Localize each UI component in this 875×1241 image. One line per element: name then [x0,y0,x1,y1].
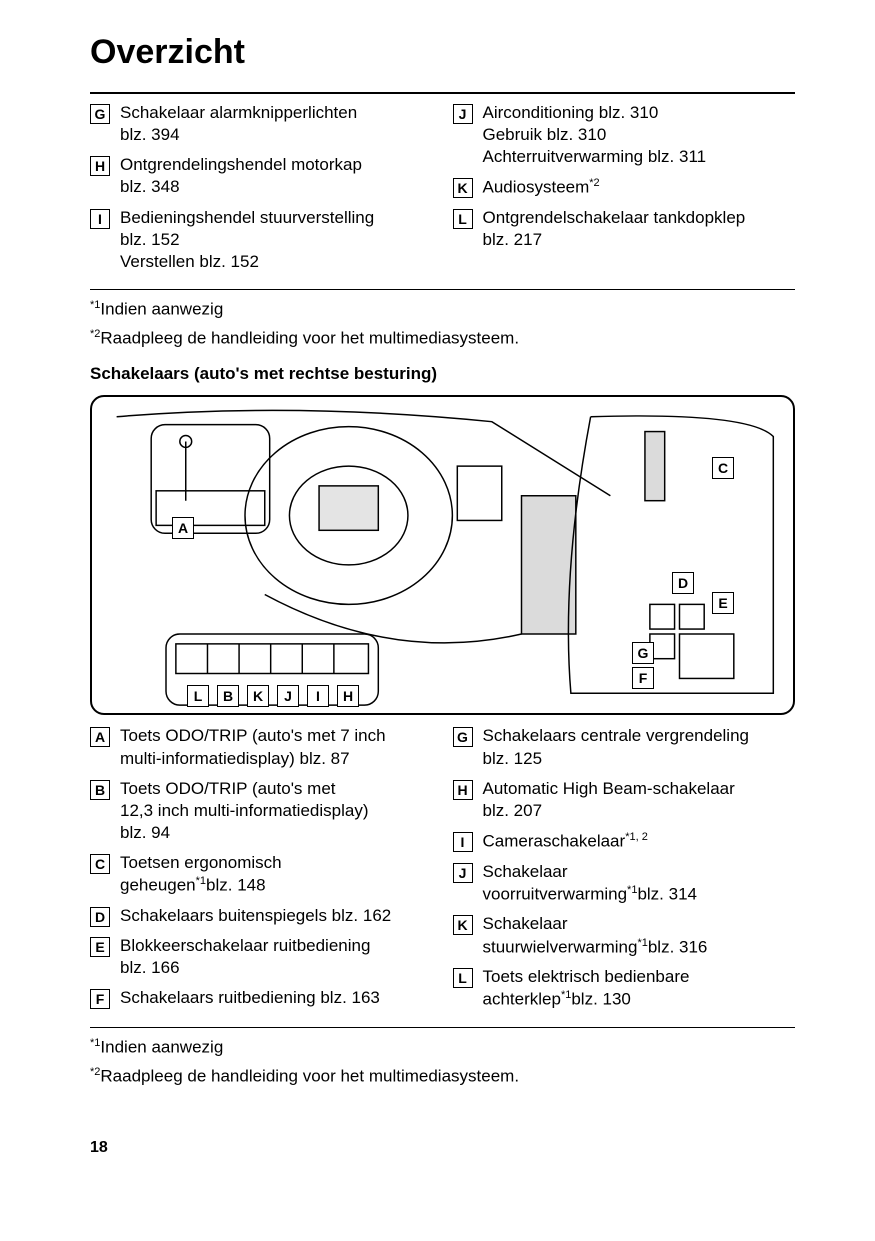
item-text: Toetsen ergonomischgeheugen*1blz. 148 [120,852,433,897]
item-text: Schakelaar alarmknipperlichtenblz. 394 [120,102,433,146]
list-item: G Schakelaar alarmknipperlichtenblz. 394 [90,102,433,146]
diagram-callout: D [672,572,694,594]
list-item: E Blokkeerschakelaar ruitbedieningblz. 16… [90,935,433,979]
item-text: Ontgrendelschakelaar tankdopklepblz. 217 [483,207,796,251]
letter-box: E [90,937,110,957]
list-item: J Schakelaarvoorruitverwarming*1blz. 314 [453,861,796,906]
bottom-left-col: A Toets ODO/TRIP (auto's met 7 inchmulti-… [90,725,433,1019]
letter-box: D [90,907,110,927]
item-text: Airconditioning blz. 310Gebruik blz. 310… [483,102,796,168]
divider [90,1027,795,1028]
list-item: H Automatic High Beam-schakelaarblz. 207 [453,778,796,822]
letter-box: C [90,854,110,874]
bottom-right-col: G Schakelaars centrale vergrendelingblz. … [453,725,796,1019]
divider [90,289,795,290]
bottom-columns: A Toets ODO/TRIP (auto's met 7 inchmulti-… [90,725,795,1019]
list-item: I Cameraschakelaar*1, 2 [453,830,796,853]
letter-box: F [90,989,110,1009]
list-item: D Schakelaars buitenspiegels blz. 162 [90,905,433,927]
top-columns: G Schakelaar alarmknipperlichtenblz. 394 H… [90,102,795,281]
list-item: K Schakelaarstuurwielverwarming*1blz. 316 [453,913,796,958]
list-item: L Toets elektrisch bedienbareachterklep*1… [453,966,796,1011]
diagram-callout: E [712,592,734,614]
top-right-col: J Airconditioning blz. 310Gebruik blz. 31… [453,102,796,281]
diagram-callout: K [247,685,269,707]
diagram-callout: H [337,685,359,707]
diagram-callout: L [187,685,209,707]
item-text: Schakelaars buitenspiegels blz. 162 [120,905,433,927]
page-number: 18 [90,1138,795,1159]
letter-box: H [453,780,473,800]
item-text: Automatic High Beam-schakelaarblz. 207 [483,778,796,822]
top-left-col: G Schakelaar alarmknipperlichtenblz. 394 H… [90,102,433,281]
list-item: B Toets ODO/TRIP (auto's met12,3 inch mul… [90,778,433,844]
diagram-callout: F [632,667,654,689]
item-text: Schakelaarvoorruitverwarming*1blz. 314 [483,861,796,906]
letter-box: H [90,156,110,176]
item-text: Blokkeerschakelaar ruitbedieningblz. 166 [120,935,433,979]
footnotes-block: *1Indien aanwezig *2Raadpleeg de handleid… [90,298,795,350]
diagram-callout: J [277,685,299,707]
list-item: K Audiosysteem*2 [453,176,796,199]
footnote: *1Indien aanwezig [90,1036,795,1059]
diagram-callout: G [632,642,654,664]
diagram-callout: B [217,685,239,707]
letter-box: G [453,727,473,747]
list-item: I Bedieningshendel stuurverstellingblz. 1… [90,207,433,273]
letter-box: A [90,727,110,747]
letter-box: J [453,863,473,883]
list-item: F Schakelaars ruitbediening blz. 163 [90,987,433,1009]
item-text: Toets ODO/TRIP (auto's met12,3 inch mult… [120,778,433,844]
item-text: Toets ODO/TRIP (auto's met 7 inchmulti-i… [120,725,433,769]
letter-box: I [453,832,473,852]
item-text: Schakelaars ruitbediening blz. 163 [120,987,433,1009]
list-item: J Airconditioning blz. 310Gebruik blz. 31… [453,102,796,168]
item-text: Schakelaarstuurwielverwarming*1blz. 316 [483,913,796,958]
list-item: C Toetsen ergonomischgeheugen*1blz. 148 [90,852,433,897]
letter-box: B [90,780,110,800]
diagram-callout: I [307,685,329,707]
diagram-callout: A [172,517,194,539]
footnote: *2Raadpleeg de handleiding voor het mult… [90,1065,795,1088]
letter-box: I [90,209,110,229]
letter-box: K [453,915,473,935]
letter-box: K [453,178,473,198]
item-text: Audiosysteem*2 [483,176,796,199]
item-text: Ontgrendelingshendel motorkapblz. 348 [120,154,433,198]
section-title: Schakelaars (auto's met rechtse besturin… [90,363,795,385]
letter-box: L [453,209,473,229]
letter-box: G [90,104,110,124]
list-item: G Schakelaars centrale vergrendelingblz. … [453,725,796,769]
letter-box: J [453,104,473,124]
list-item: L Ontgrendelschakelaar tankdopklepblz. 21… [453,207,796,251]
list-item: H Ontgrendelingshendel motorkapblz. 348 [90,154,433,198]
diagram-callout: C [712,457,734,479]
diagram-svg [92,397,793,713]
footnote: *2Raadpleeg de handleiding voor het mult… [90,327,795,350]
item-text: Cameraschakelaar*1, 2 [483,830,796,853]
list-item: A Toets ODO/TRIP (auto's met 7 inchmulti-… [90,725,433,769]
item-text: Toets elektrisch bedienbareachterklep*1b… [483,966,796,1011]
footnote: *1Indien aanwezig [90,298,795,321]
page-title: Overzicht [90,30,795,74]
divider [90,92,795,94]
letter-box: L [453,968,473,988]
dashboard-diagram: A C DE GF LBKJIH [90,395,795,715]
item-text: Bedieningshendel stuurverstellingblz. 15… [120,207,433,273]
item-text: Schakelaars centrale vergrendelingblz. 1… [483,725,796,769]
footnotes-block: *1Indien aanwezig *2Raadpleeg de handleid… [90,1036,795,1088]
